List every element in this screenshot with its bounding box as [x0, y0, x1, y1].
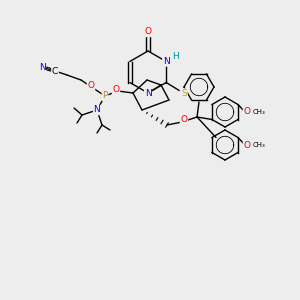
Text: O: O	[181, 116, 188, 124]
Text: N: N	[94, 106, 100, 115]
Text: H: H	[172, 52, 178, 61]
Text: O: O	[145, 28, 152, 37]
Text: O: O	[88, 82, 94, 91]
Text: O: O	[244, 107, 250, 116]
Text: C: C	[52, 67, 58, 76]
Text: N: N	[39, 62, 45, 71]
Text: N: N	[145, 88, 152, 98]
Text: N: N	[163, 57, 169, 66]
Text: CH₃: CH₃	[253, 109, 266, 115]
Text: O: O	[244, 140, 250, 149]
Text: O: O	[112, 85, 119, 94]
Text: P: P	[102, 92, 108, 100]
Text: S: S	[181, 89, 187, 98]
Text: CH₃: CH₃	[253, 142, 266, 148]
